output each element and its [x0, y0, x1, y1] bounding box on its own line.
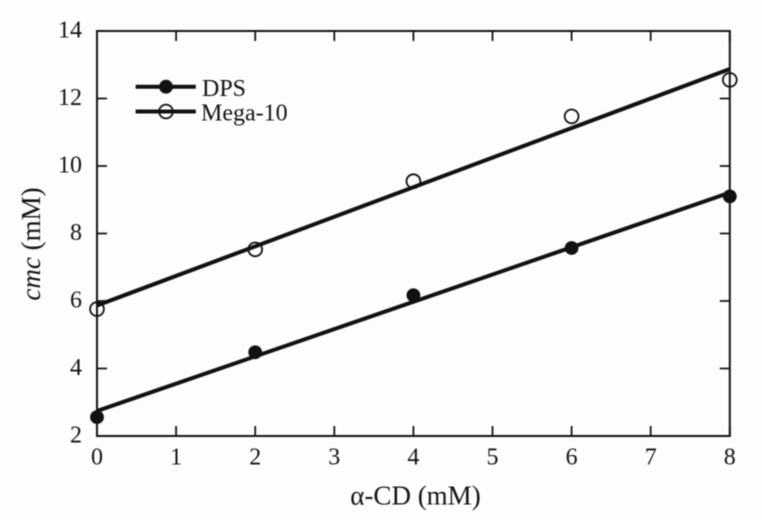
svg-text:7: 7 [645, 444, 657, 470]
svg-text:α-CD (mM): α-CD (mM) [350, 481, 480, 511]
svg-text:Mega-10: Mega-10 [201, 101, 288, 127]
svg-text:cmc (mM): cmc (mM) [16, 187, 46, 300]
svg-text:2: 2 [70, 423, 82, 449]
svg-text:6: 6 [70, 288, 82, 314]
svg-text:1: 1 [170, 444, 182, 470]
svg-text:DPS: DPS [202, 76, 246, 102]
svg-text:8: 8 [70, 220, 82, 246]
svg-text:2: 2 [249, 444, 261, 470]
svg-text:8: 8 [724, 444, 736, 470]
svg-text:6: 6 [566, 444, 578, 470]
svg-text:4: 4 [407, 444, 419, 470]
svg-text:4: 4 [70, 355, 82, 381]
svg-text:5: 5 [487, 444, 499, 470]
svg-text:10: 10 [58, 153, 82, 179]
svg-text:0: 0 [91, 444, 103, 470]
svg-text:14: 14 [58, 18, 82, 44]
svg-text:12: 12 [58, 85, 82, 111]
svg-text:3: 3 [328, 444, 340, 470]
